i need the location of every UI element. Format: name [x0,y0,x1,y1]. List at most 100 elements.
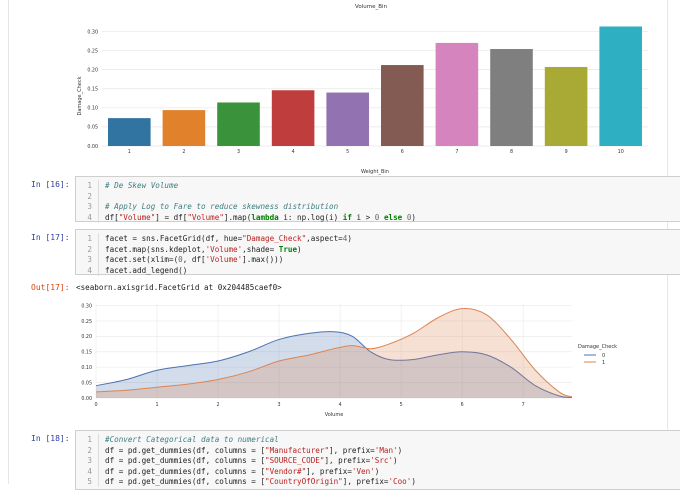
bar-4 [271,90,315,146]
bar-3 [217,102,260,146]
y-tick-label: 0.20 [87,67,98,73]
code-cell-16[interactable]: In [16]: 1 # De Skew Volume 2 3 # Apply Log … [31,176,680,224]
code-text: #Convert Categorical data to numerical [105,435,279,444]
code-text: facet.add_legend() [105,265,188,275]
code-editor[interactable]: 1 facet = sns.FacetGrid(df, hue="Damage_C… [75,229,680,276]
bar-chart-title: Volume_Bin [355,4,387,10]
legend-title: Damage_Check [578,344,617,350]
y-tick-label: 0.30 [87,29,98,35]
line-number: 1 [87,435,92,444]
code-editor[interactable]: 1 #Convert Categorical data to numerical 2… [75,430,680,490]
kde-area-0 [96,331,572,398]
x-tick-label: 1 [128,149,131,155]
kde-line-1 [95,308,573,398]
line-number: 3 [87,456,92,465]
bar-8 [490,49,533,146]
code-line: 3 facet.set(xlim=(0, df['Volume'].max())) [76,254,680,265]
output-text: <seaborn.axisgrid.FacetGrid at 0x204485c… [76,283,282,292]
kde-chart-xlabel: Volume [325,412,344,418]
y-tick-label: 0.30 [81,303,92,309]
code-cell-18[interactable]: In [18]: 1 #Convert Categorical data to n… [31,430,680,490]
code-line: 5 df = pd.get_dummies(df, columns = ["Cou… [76,476,680,487]
kde-legend: Damage_Check 0 1 [578,344,617,366]
kde-area-1 [96,308,572,398]
x-tick-label: 2 [217,402,220,408]
bar-9 [544,66,588,146]
cell-prompt: In [16]: [31,180,70,189]
code-line: 1 #Convert Categorical data to numerical [76,434,680,445]
y-tick-label: 0.10 [87,106,98,112]
y-tick-label: 0.15 [81,350,92,356]
x-tick-label: 2 [182,149,185,155]
code-text: df = pd.get_dummies(df, columns = ["Manu… [105,445,403,455]
line-number: 2 [87,445,92,455]
y-tick-label: 0.25 [81,319,92,325]
bar-2 [162,110,206,146]
x-tick-label: 7 [522,402,525,408]
bar-6 [381,65,424,146]
line-number: 4 [87,466,92,476]
bar-chart-xlabel: Weight_Bin [361,169,389,175]
line-number: 4 [87,265,92,275]
code-line: 4 facet.add_legend() [76,264,680,276]
code-line: 1 # De Skew Volume [76,180,680,191]
code-text: df["Volume"] = df["Volume"].map(lambda i… [105,212,416,222]
y-tick-label: 0.05 [81,380,92,386]
x-tick-label: 5 [346,149,349,155]
code-line: 3 # Apply Log to Fare to reduce skewness … [76,201,680,212]
x-tick-label: 5 [400,402,403,408]
code-text: df = pd.get_dummies(df, columns = ["SOUR… [105,456,398,465]
code-text: facet = sns.FacetGrid(df, hue="Damage_Ch… [105,234,352,243]
y-tick-label: 0.10 [81,365,92,371]
code-text: df = pd.get_dummies(df, columns = ["Coun… [105,477,416,486]
legend-label-1: 1 [602,360,605,366]
y-tick-label: 0.20 [81,334,92,340]
x-tick-label: 6 [401,149,404,155]
bar-chart-ylabel: Damage_Check [77,76,83,115]
line-number: 3 [87,202,92,211]
y-tick-label: 0.05 [87,125,98,131]
page-left-border [8,0,9,484]
kde-chart: Volume Damage_Check 0 1 0.00 0.05 0.10 0.15… [81,303,617,418]
y-tick-label: 0.25 [87,48,98,54]
code-text: # Apply Log to Fare to reduce skewness d… [105,202,339,211]
x-tick-label: 8 [510,149,513,155]
line-number: 1 [87,234,92,243]
x-tick-label: 7 [455,149,458,155]
kde-line-0 [95,331,573,398]
line-number: 5 [87,477,92,486]
x-tick-label: 0 [94,402,97,408]
x-tick-label: 4 [339,402,342,408]
x-tick-label: 9 [565,149,568,155]
y-tick-label: 0.15 [87,87,98,93]
line-number: 4 [87,212,92,222]
cell-prompt: In [18]: [31,434,70,443]
bar-chart: Damage_Check Weight_Bin 0.00 0.05 0.10 0.15… [77,26,648,175]
bar-1 [108,118,151,146]
bar-10 [599,26,642,147]
code-line: 1 facet = sns.FacetGrid(df, hue="Damage_C… [76,233,680,244]
x-tick-label: 6 [461,402,464,408]
code-text: # De Skew Volume [105,181,179,190]
code-text: facet.map(sns.kdeplot,'Volume',shade= Tr… [105,244,302,254]
code-line: 3 df = pd.get_dummies(df, columns = ["SOU… [76,455,680,466]
code-editor[interactable]: 1 # De Skew Volume 2 3 # Apply Log to Fare t… [75,176,680,223]
x-tick-label: 3 [237,149,240,155]
cell-prompt: In [17]: [31,233,70,242]
y-tick-label: 0.00 [81,396,92,402]
x-tick-label: 4 [292,149,295,155]
code-line: 4 df = pd.get_dummies(df, columns = ["Ven… [76,465,680,477]
code-text: df = pd.get_dummies(df, columns = ["Vend… [105,466,380,476]
x-tick-label: 1 [155,402,158,408]
y-tick-label: 0.00 [87,144,98,150]
output-prompt: Out[17]: [31,283,70,292]
code-line: 4 df["Volume"] = df["Volume"].map(lambda … [76,211,680,223]
code-cell-17[interactable]: In [17]: 1 facet = sns.FacetGrid(df, hue=… [31,229,680,277]
x-tick-label: 10 [618,149,624,155]
line-number: 3 [87,255,92,264]
line-number: 2 [87,244,92,254]
bar-5 [326,92,369,146]
x-tick-label: 3 [278,402,281,408]
code-line: 2 df = pd.get_dummies(df, columns = ["Man… [76,444,680,456]
code-line: 2 [76,190,680,202]
